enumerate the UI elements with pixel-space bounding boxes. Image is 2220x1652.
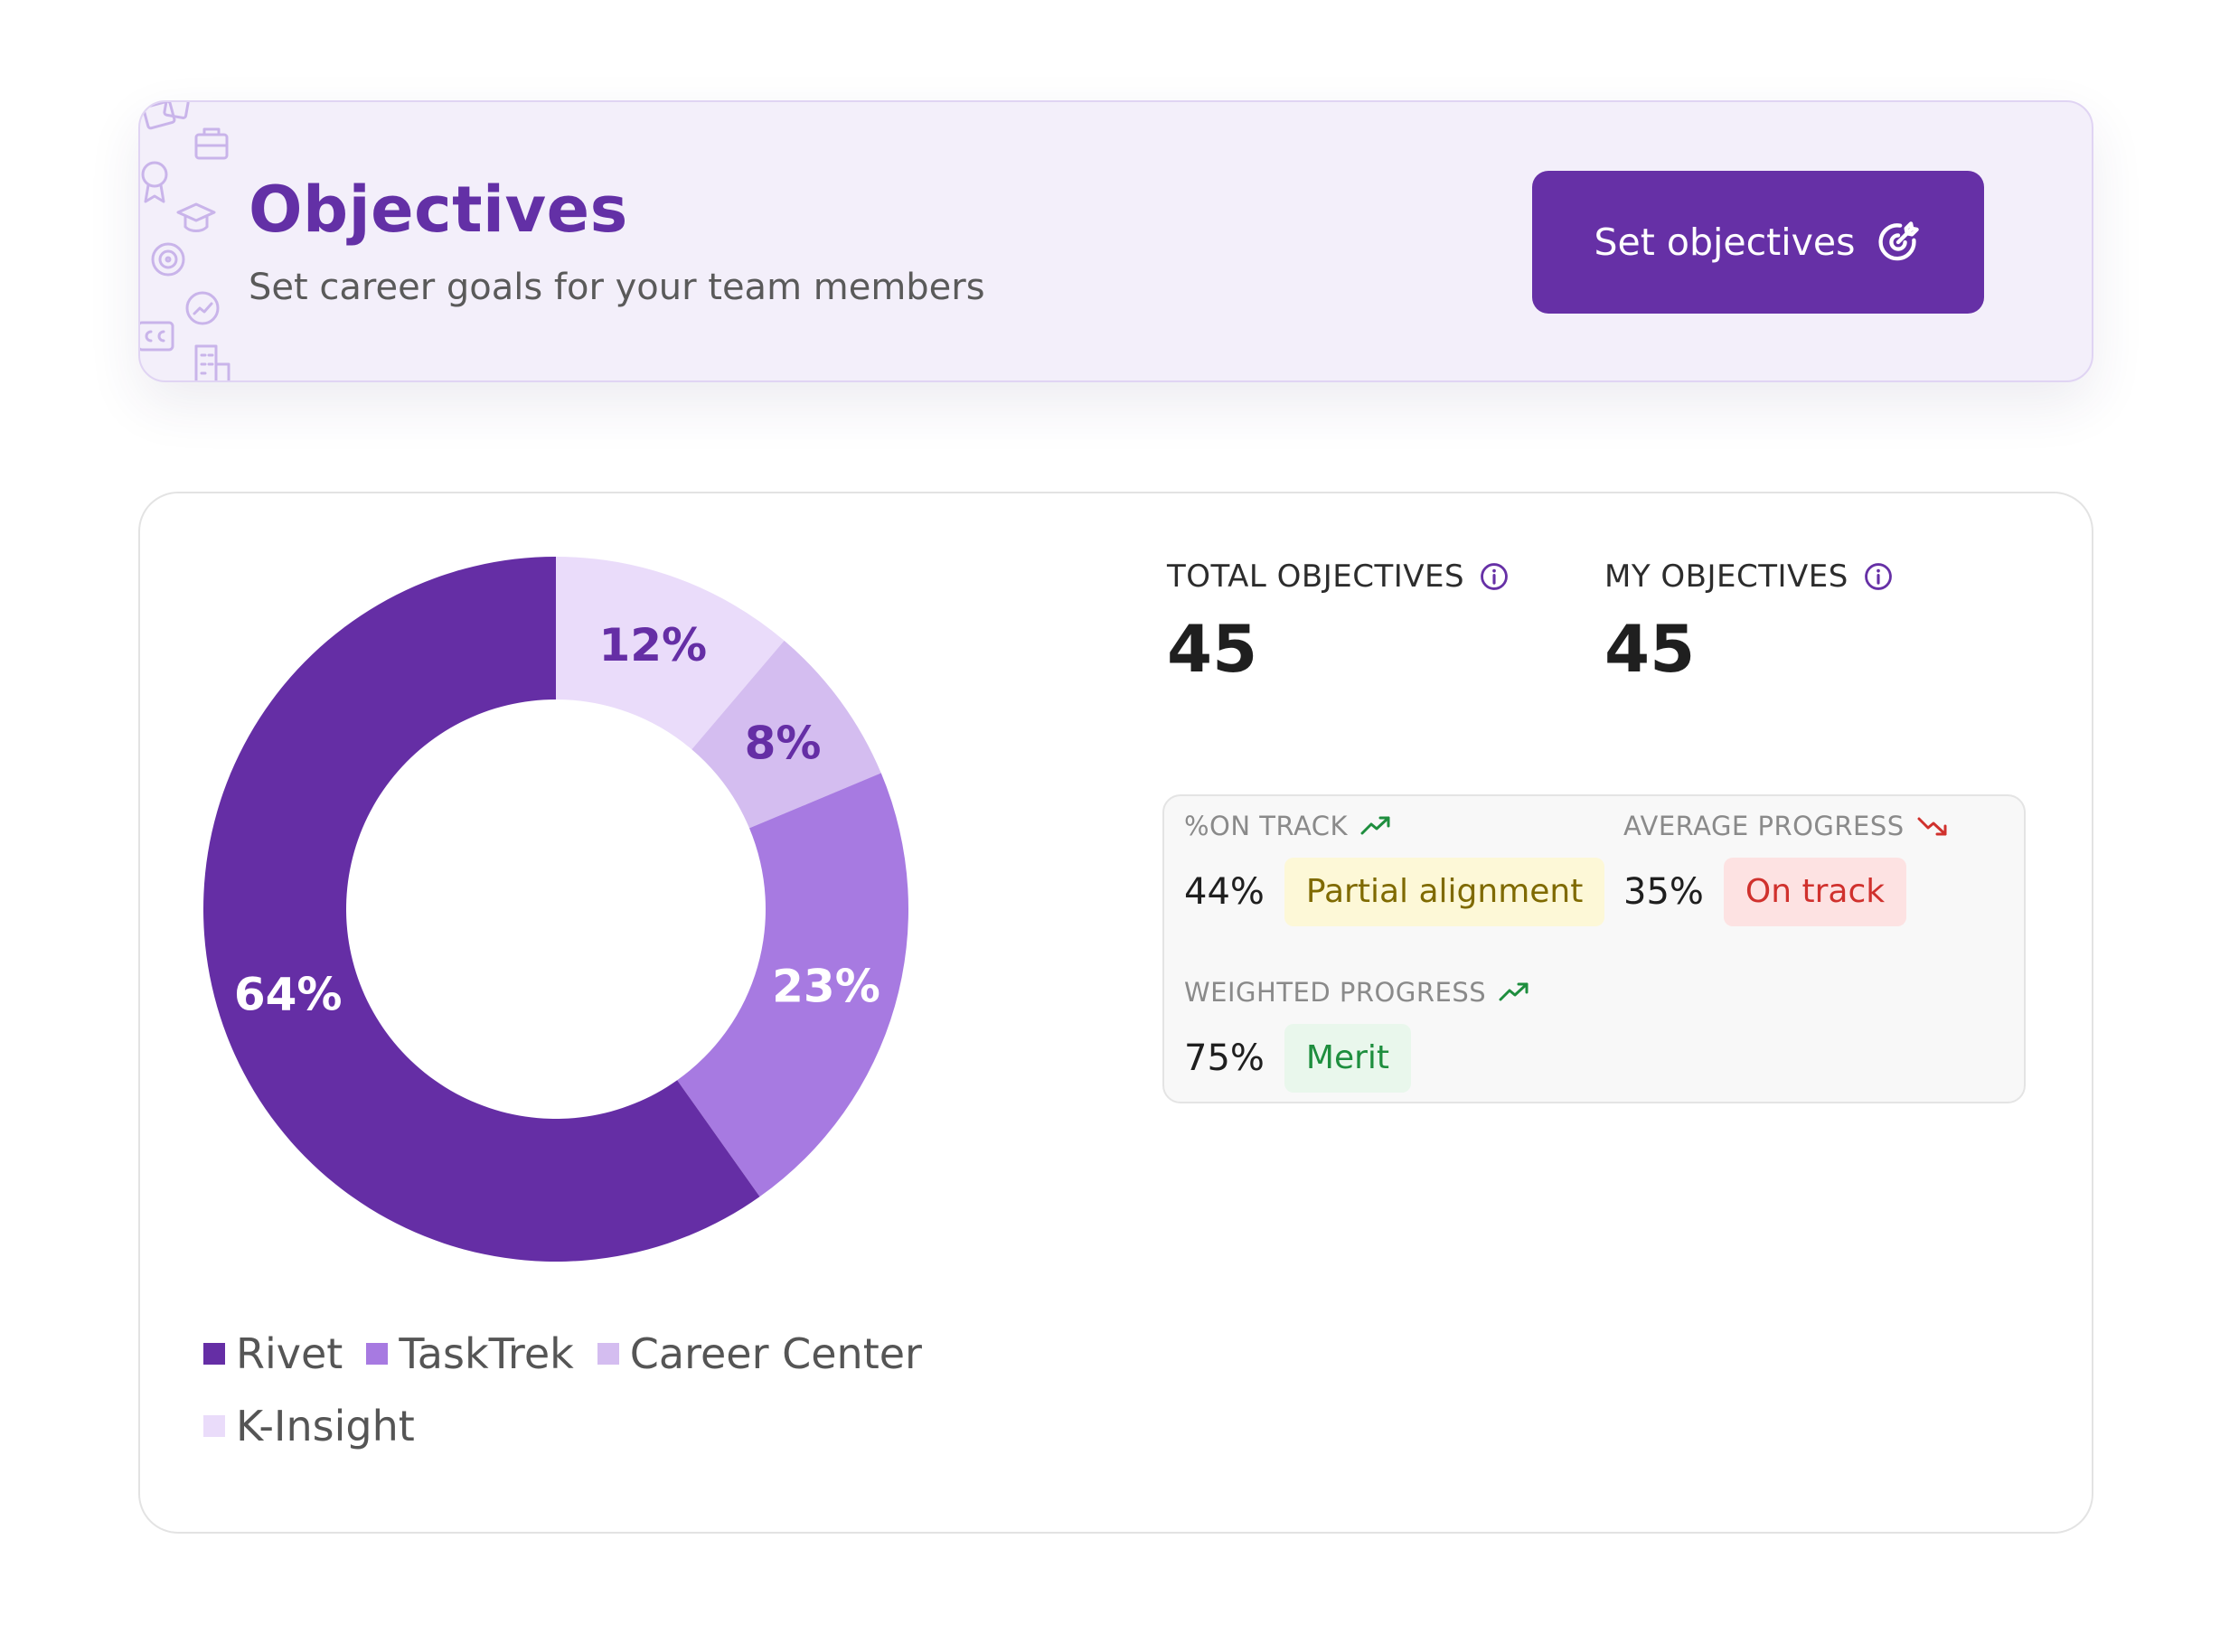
- objectives-header-card: Objectives Set career goals for your tea…: [138, 100, 2093, 382]
- progress-metrics-panel: %ON TRACK 44% Partial alignment AVERAGE …: [1162, 794, 2026, 1103]
- info-icon[interactable]: [1479, 561, 1510, 592]
- total-objectives-value: 45: [1167, 611, 1258, 687]
- legend-swatch: [366, 1343, 389, 1365]
- set-objectives-button-label: Set objectives: [1594, 221, 1856, 264]
- legend-swatch: [203, 1343, 225, 1365]
- donut-slice-rivet[interactable]: [203, 557, 760, 1262]
- legend-label: TaskTrek: [399, 1329, 574, 1378]
- set-objectives-button[interactable]: Set objectives: [1532, 171, 1984, 314]
- my-objectives-value: 45: [1604, 611, 1696, 687]
- total-objectives-stat: TOTAL OBJECTIVES 45: [1167, 558, 1510, 687]
- average-progress-metric: AVERAGE PROGRESS 35% On track: [1623, 811, 1948, 926]
- legend-swatch: [597, 1343, 619, 1365]
- page-title: Objectives: [249, 173, 628, 247]
- average-progress-value: 35%: [1623, 871, 1704, 913]
- donut-slice-tasktrek[interactable]: [677, 773, 908, 1197]
- trend-down-icon: [1917, 817, 1947, 836]
- weighted-progress-value: 75%: [1184, 1037, 1265, 1079]
- on-track-metric: %ON TRACK 44% Partial alignment: [1184, 811, 1605, 926]
- legend-swatch: [203, 1415, 225, 1437]
- legend-item-tasktrek: TaskTrek: [366, 1329, 574, 1378]
- on-track-status-badge: Partial alignment: [1284, 858, 1605, 926]
- target-arrow-icon: [1878, 221, 1920, 261]
- donut-label-career-center: 8%: [745, 717, 822, 769]
- page-subtitle: Set career goals for your team members: [249, 267, 985, 308]
- legend-item-rivet: Rivet: [203, 1329, 343, 1378]
- donut-label-rivet: 64%: [234, 968, 343, 1020]
- weighted-progress-label: WEIGHTED PROGRESS: [1184, 977, 1487, 1008]
- legend-item-k-insight: K-Insight: [203, 1402, 415, 1450]
- donut-slice-k-insight[interactable]: [556, 557, 785, 750]
- decorative-icon-pattern: [140, 102, 230, 380]
- my-objectives-label: MY OBJECTIVES: [1604, 558, 1848, 595]
- trend-up-icon: [1360, 816, 1390, 835]
- chart-legend: Rivet TaskTrek Career Center K-Insight: [203, 1329, 945, 1450]
- info-icon[interactable]: [1863, 561, 1894, 592]
- legend-label: Rivet: [236, 1329, 343, 1378]
- my-objectives-stat: MY OBJECTIVES 45: [1604, 558, 1894, 687]
- average-progress-status-badge: On track: [1723, 858, 1907, 926]
- weighted-progress-status-badge: Merit: [1284, 1024, 1412, 1093]
- average-progress-label: AVERAGE PROGRESS: [1623, 811, 1905, 841]
- trend-up-icon: [1499, 982, 1529, 1001]
- objectives-overview-card: 12% 8% 23% 64% Rivet TaskTrek Career Center K-…: [138, 492, 2093, 1534]
- donut-slice-career-center[interactable]: [691, 640, 881, 829]
- legend-item-career-center: Career Center: [597, 1329, 922, 1378]
- objectives-donut-chart: 12% 8% 23% 64%: [203, 557, 908, 1262]
- donut-label-tasktrek: 23%: [772, 961, 880, 1013]
- weighted-progress-metric: WEIGHTED PROGRESS 75% Merit: [1184, 977, 1529, 1093]
- legend-label: K-Insight: [236, 1402, 415, 1450]
- on-track-label: %ON TRACK: [1184, 811, 1349, 841]
- total-objectives-label: TOTAL OBJECTIVES: [1167, 558, 1465, 595]
- on-track-value: 44%: [1184, 871, 1265, 913]
- legend-label: Career Center: [629, 1329, 922, 1378]
- donut-label-k-insight: 12%: [598, 619, 707, 671]
